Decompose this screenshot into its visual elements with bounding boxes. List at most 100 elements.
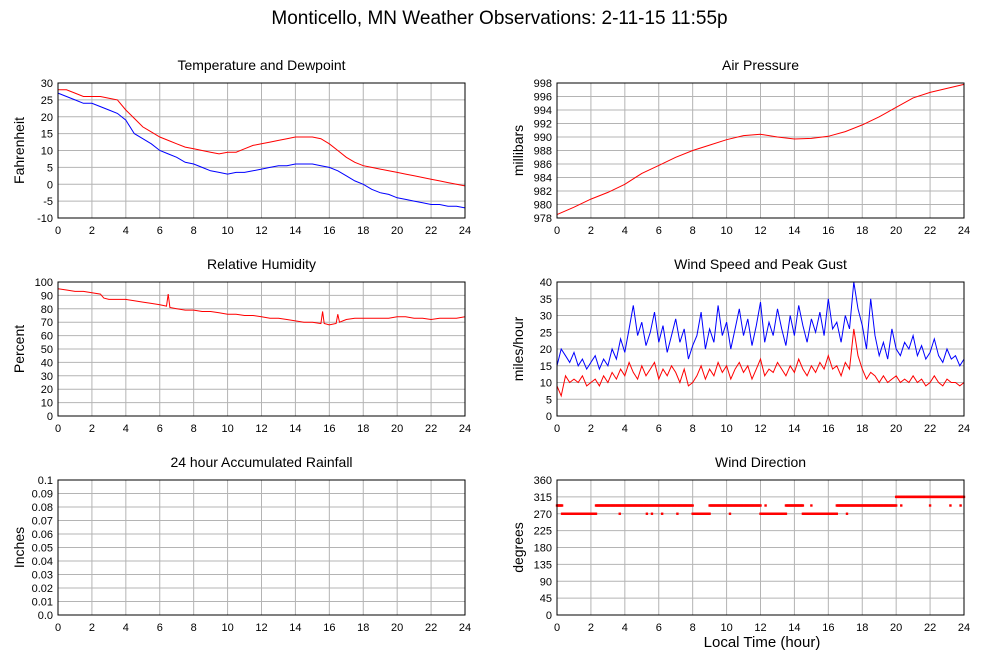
rainfall-x-tick-label: 8 bbox=[191, 622, 197, 634]
rainfall-y-tick-label: 0.08 bbox=[32, 502, 53, 514]
temperature-x-tick-label: 20 bbox=[391, 225, 403, 237]
rainfall-y-tick-label: 0.06 bbox=[32, 529, 53, 541]
rainfall-y-tick-label: 0.05 bbox=[32, 543, 53, 555]
pressure-x-tick-label: 20 bbox=[890, 225, 902, 237]
rainfall-x-tick-label: 6 bbox=[157, 622, 163, 634]
pressure-x-tick-label: 4 bbox=[622, 225, 628, 237]
pressure-y-tick-label: 982 bbox=[534, 186, 552, 198]
wind-plot-frame bbox=[556, 281, 965, 417]
direction-point bbox=[645, 512, 649, 515]
temperature-x-tick-label: 6 bbox=[157, 225, 163, 237]
pressure-x-tick-label: 8 bbox=[690, 225, 696, 237]
pressure-x-tick-label: 18 bbox=[856, 225, 868, 237]
pressure-x-tick-label: 16 bbox=[822, 225, 834, 237]
wind-x-tick-label: 10 bbox=[720, 423, 732, 435]
rainfall-x-tick-label: 10 bbox=[221, 622, 233, 634]
humidity-y-tick-label: 0 bbox=[47, 411, 53, 423]
direction-x-tick-label: 8 bbox=[690, 622, 696, 634]
direction-point bbox=[894, 504, 898, 507]
humidity-x-tick-label: 10 bbox=[221, 423, 233, 435]
wind-y-tick-label: 0 bbox=[546, 411, 552, 423]
humidity-x-tick-label: 12 bbox=[255, 423, 267, 435]
wind-x-tick-label: 12 bbox=[754, 423, 766, 435]
pressure-series-0-line bbox=[556, 83, 965, 216]
direction-x-tick-label: 6 bbox=[656, 622, 662, 634]
rainfall-y-tick-label: 0.04 bbox=[32, 556, 53, 568]
page-title: Monticello, MN Weather Observations: 2-1… bbox=[271, 8, 728, 29]
direction-x-tick-label: 0 bbox=[554, 622, 560, 634]
pressure-x-tick-label: 6 bbox=[656, 225, 662, 237]
temperature-series-0-line bbox=[58, 89, 466, 187]
rainfall-x-tick-label: 14 bbox=[289, 622, 301, 634]
direction-point bbox=[900, 504, 903, 507]
rainfall-y-tick-label: 0.0 bbox=[38, 610, 53, 622]
wind-x-tick-label: 18 bbox=[856, 423, 868, 435]
rainfall-y-tick-label: 0.07 bbox=[32, 516, 53, 528]
humidity-x-tick-label: 20 bbox=[391, 423, 403, 435]
humidity-x-tick-label: 24 bbox=[459, 423, 471, 435]
temperature-x-tick-label: 0 bbox=[55, 225, 61, 237]
humidity-series-0-line bbox=[57, 288, 466, 326]
pressure-x-tick-label: 2 bbox=[588, 225, 594, 237]
rainfall-y-tick-label: 0.03 bbox=[32, 570, 53, 582]
direction-x-tick-label: 20 bbox=[890, 622, 902, 634]
rainfall-plot-frame bbox=[57, 479, 466, 616]
direction-point bbox=[949, 504, 952, 507]
pressure-y-tick-label: 986 bbox=[534, 159, 552, 171]
temperature-x-tick-label: 10 bbox=[221, 225, 233, 237]
humidity-y-tick-label: 90 bbox=[41, 290, 53, 302]
temperature-x-tick-label: 8 bbox=[191, 225, 197, 237]
direction-point bbox=[660, 512, 664, 515]
wind-y-tick-label: 30 bbox=[540, 311, 552, 323]
humidity-y-tick-label: 20 bbox=[41, 384, 53, 396]
humidity-y-tick-label: 30 bbox=[41, 371, 53, 383]
wind-y-tick-label: 20 bbox=[540, 344, 552, 356]
rainfall-y-tick-label: 0.09 bbox=[32, 489, 53, 501]
temperature-y-tick-label: 20 bbox=[41, 112, 53, 124]
direction-x-tick-label: 14 bbox=[788, 622, 800, 634]
direction-point bbox=[845, 512, 849, 515]
direction-point bbox=[810, 504, 813, 507]
wind-x-tick-label: 24 bbox=[958, 423, 970, 435]
humidity-title: Relative Humidity bbox=[207, 256, 316, 272]
rainfall-x-tick-label: 0 bbox=[55, 622, 61, 634]
wind-y-tick-label: 15 bbox=[540, 361, 552, 373]
wind-y-tick-label: 35 bbox=[540, 294, 552, 306]
direction-point bbox=[959, 504, 962, 507]
direction-y-tick-label: 90 bbox=[540, 576, 552, 588]
temperature-y-tick-label: 0 bbox=[47, 179, 53, 191]
direction-x-tick-label: 2 bbox=[588, 622, 594, 634]
x-axis-title: Local Time (hour) bbox=[703, 634, 821, 651]
direction-y-tick-label: 225 bbox=[534, 526, 552, 538]
temperature-x-tick-label: 12 bbox=[255, 225, 267, 237]
wind-x-tick-label: 20 bbox=[890, 423, 902, 435]
direction-y-tick-label: 45 bbox=[540, 593, 552, 605]
humidity-y-tick-label: 50 bbox=[41, 344, 53, 356]
humidity-x-tick-label: 2 bbox=[89, 423, 95, 435]
humidity-y-tick-label: 40 bbox=[41, 357, 53, 369]
wind-y-tick-label: 5 bbox=[546, 394, 552, 406]
temperature-title: Temperature and Dewpoint bbox=[177, 57, 345, 73]
direction-title: Wind Direction bbox=[715, 454, 806, 470]
wind-x-tick-label: 0 bbox=[554, 423, 560, 435]
rainfall-title: 24 hour Accumulated Rainfall bbox=[170, 454, 352, 470]
pressure-x-tick-label: 22 bbox=[924, 225, 936, 237]
direction-point bbox=[784, 512, 788, 515]
direction-x-tick-label: 12 bbox=[754, 622, 766, 634]
pressure-title: Air Pressure bbox=[722, 57, 799, 73]
humidity-x-tick-label: 4 bbox=[123, 423, 129, 435]
humidity-x-tick-label: 6 bbox=[157, 423, 163, 435]
wind-x-tick-label: 6 bbox=[656, 423, 662, 435]
pressure-y-tick-label: 978 bbox=[534, 213, 552, 225]
temperature-y-tick-label: 10 bbox=[41, 146, 53, 158]
rainfall-x-tick-label: 16 bbox=[323, 622, 335, 634]
direction-y-tick-label: 360 bbox=[534, 475, 552, 487]
wind-series-1-line bbox=[556, 328, 965, 398]
direction-y-tick-label: 0 bbox=[546, 610, 552, 622]
rainfall-x-tick-label: 4 bbox=[123, 622, 129, 634]
pressure-x-tick-label: 14 bbox=[788, 225, 800, 237]
